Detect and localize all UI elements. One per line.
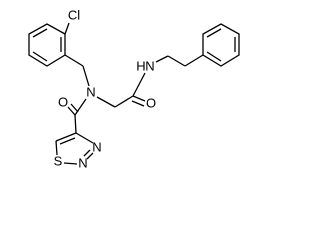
- atom-label: H: [136, 58, 145, 73]
- double-bond: [206, 51, 222, 62]
- bond: [82, 65, 90, 87]
- double-bond: [32, 28, 48, 38]
- molecule-diagram: Cl N O H N O S N N: [28, 7, 240, 170]
- bond: [64, 54, 84, 67]
- atom-label: N: [145, 58, 154, 73]
- atom-label: N: [86, 84, 95, 99]
- benzene-ring: [28, 23, 66, 67]
- bond: [184, 54, 204, 67]
- atom-label: O: [58, 94, 68, 109]
- benzene-ring: [202, 23, 240, 67]
- atom-label: N: [78, 155, 87, 170]
- double-bond: [59, 137, 76, 145]
- bond: [167, 55, 186, 67]
- double-bond: [206, 28, 222, 38]
- atom-label: N: [92, 139, 101, 154]
- double-bond: [131, 100, 145, 107]
- bond: [132, 95, 146, 102]
- bond: [75, 132, 94, 144]
- double-bond: [32, 51, 48, 62]
- bond: [114, 95, 134, 108]
- bond: [86, 152, 94, 160]
- atom-label: O: [146, 95, 156, 110]
- bond: [74, 114, 77, 134]
- bond: [55, 140, 58, 156]
- atom-label: Cl: [68, 7, 80, 22]
- bond: [55, 132, 77, 142]
- double-bond: [83, 149, 91, 157]
- bond: [96, 96, 116, 108]
- bonds: [28, 22, 240, 165]
- bond: [132, 72, 146, 97]
- bond: [74, 98, 87, 116]
- bond: [67, 106, 76, 116]
- bond: [155, 55, 169, 63]
- bond: [64, 22, 70, 35]
- bond: [63, 162, 78, 165]
- atom-label: S: [54, 153, 63, 168]
- double-bond: [70, 103, 79, 113]
